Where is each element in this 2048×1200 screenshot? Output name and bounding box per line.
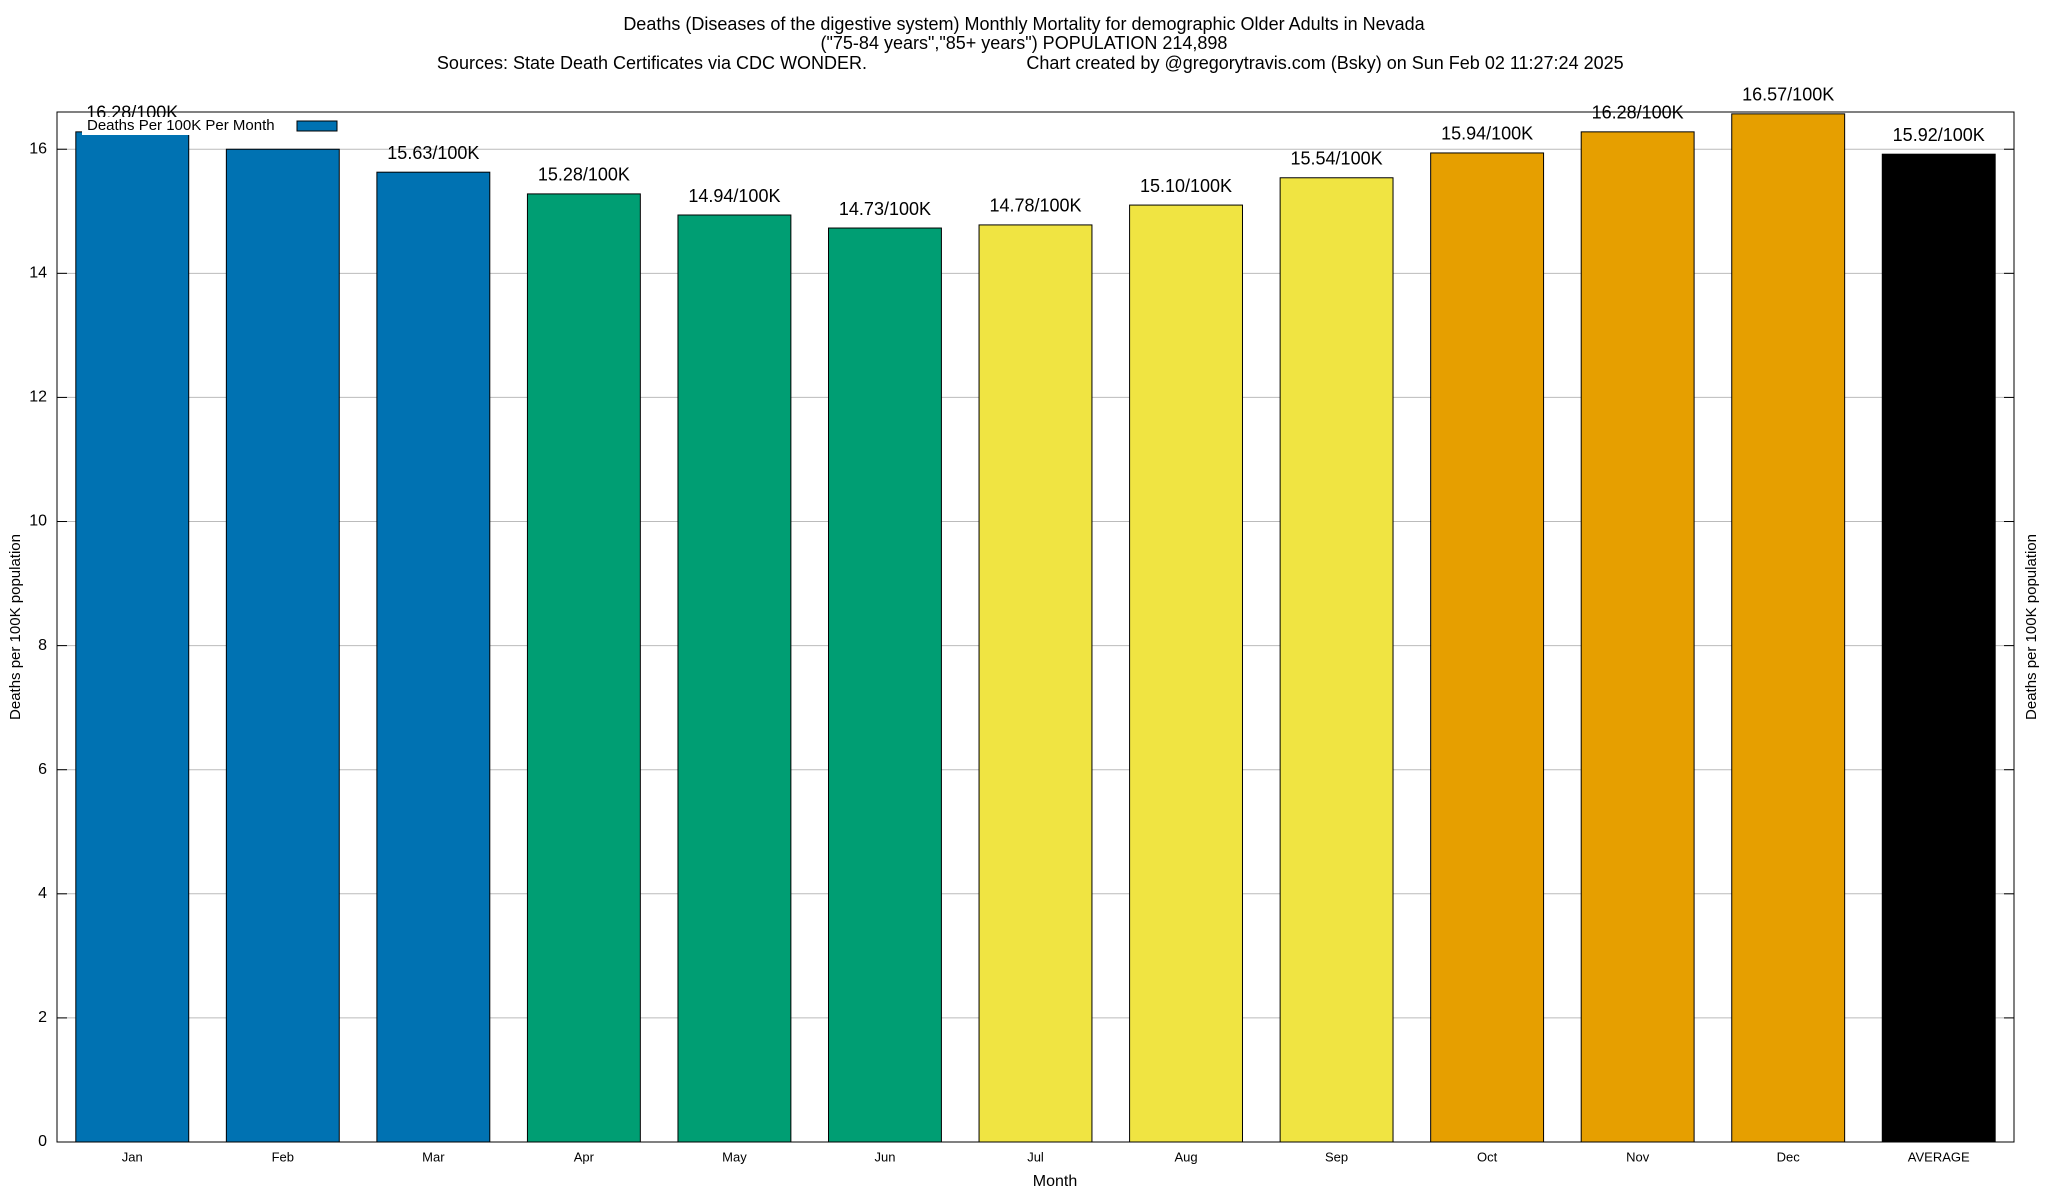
bar	[828, 227, 942, 1143]
y-tick-label: 16	[29, 140, 47, 157]
bar	[376, 171, 491, 1143]
x-tick-label: Oct	[1477, 1149, 1498, 1164]
value-label: 15.28/100K	[538, 165, 630, 185]
x-tick-label: Jul	[1027, 1149, 1044, 1164]
bar	[1731, 113, 1846, 1143]
x-tick-label: Mar	[422, 1149, 445, 1164]
x-tick-label: Jan	[122, 1149, 143, 1164]
y-tick-label: 8	[38, 637, 47, 654]
y-axis-label: Deaths per 100K population	[7, 534, 24, 720]
value-label: 14.78/100K	[989, 196, 1081, 216]
x-tick-label: AVERAGE	[1908, 1149, 1970, 1164]
x-tick-label: May	[722, 1149, 747, 1164]
value-label: 15.63/100K	[387, 143, 479, 163]
x-tick-label: Aug	[1174, 1149, 1197, 1164]
bar	[978, 224, 1093, 1143]
bar	[526, 193, 641, 1143]
y-tick-label: 4	[38, 885, 47, 902]
x-tick-label: Apr	[574, 1149, 595, 1164]
bar	[1881, 153, 1996, 1143]
x-tick-label: Feb	[272, 1149, 294, 1164]
legend-label: Deaths Per 100K Per Month	[87, 117, 275, 134]
value-label: 16.57/100K	[1742, 85, 1834, 105]
bar	[1279, 177, 1394, 1143]
value-label: 16.28/100K	[1592, 103, 1684, 123]
x-tick-label: Sep	[1325, 1149, 1348, 1164]
y-tick-label: 10	[29, 513, 47, 530]
y2-axis-label: Deaths per 100K population	[2023, 534, 2040, 720]
y-tick-label: 14	[29, 265, 47, 282]
legend-swatch	[296, 120, 338, 132]
value-label: 15.94/100K	[1441, 124, 1533, 144]
bar	[1129, 204, 1243, 1143]
bar	[1430, 152, 1545, 1143]
x-tick-label: Nov	[1626, 1149, 1650, 1164]
value-label: 14.94/100K	[688, 186, 780, 206]
chart-title: Deaths (Diseases of the digestive system…	[623, 14, 1425, 34]
y-tick-label: 2	[38, 1009, 47, 1026]
value-label: 15.54/100K	[1291, 149, 1383, 169]
value-label: 15.10/100K	[1140, 176, 1232, 196]
source: Sources: State Death Certificates via CD…	[437, 53, 867, 73]
x-tick-label: Jun	[874, 1149, 895, 1164]
x-axis-label: Month	[1033, 1173, 1077, 1190]
bar	[677, 214, 792, 1143]
value-label: 15.92/100K	[1893, 125, 1985, 145]
chart-subtitle: ("75-84 years","85+ years") POPULATION 2…	[821, 33, 1228, 53]
x-tick-label: Dec	[1777, 1149, 1801, 1164]
bar	[225, 148, 340, 1143]
credit: Chart created by @gregorytravis.com (Bsk…	[1026, 53, 1623, 73]
y-tick-label: 6	[38, 761, 47, 778]
bar	[1580, 131, 1695, 1143]
y-tick-label: 12	[29, 389, 47, 406]
bar	[75, 131, 190, 1143]
y-tick-label: 0	[38, 1133, 47, 1150]
value-label: 14.73/100K	[839, 199, 931, 219]
